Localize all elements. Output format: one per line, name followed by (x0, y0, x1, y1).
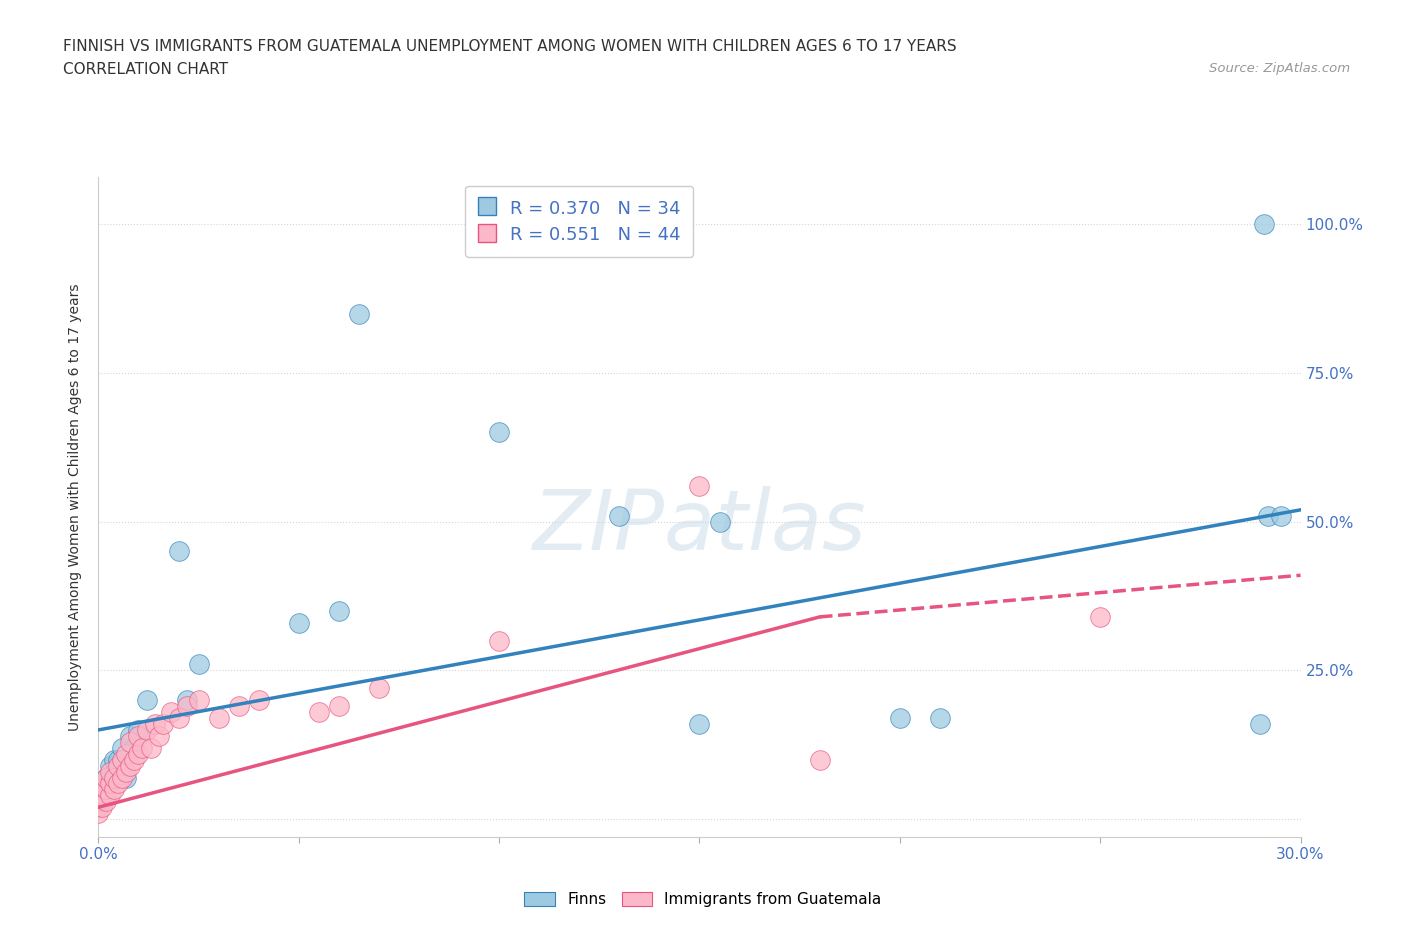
Point (368, 681, 391, 696)
Point (889, 711, 911, 725)
Point (689, 716, 711, 731)
Point (148, 728, 170, 743)
Point (208, 711, 231, 725)
Point (87, 805, 110, 820)
Point (328, 698, 350, 713)
Point (128, 723, 150, 737)
Point (87, 788, 110, 803)
Point (328, 604, 350, 618)
Point (103, 782, 125, 797)
Point (1250, 716, 1272, 731)
Point (91, 788, 114, 803)
Point (96, 770, 118, 785)
Point (87, 794, 110, 809)
Point (167, 544, 190, 559)
Point (87, 800, 110, 815)
Point (100, 788, 122, 803)
Point (100, 764, 122, 779)
Point (176, 698, 198, 713)
Point (124, 752, 146, 767)
Point (159, 705, 181, 720)
Point (115, 770, 138, 785)
Point (111, 752, 134, 767)
Point (347, 306, 370, 321)
Point (808, 752, 831, 767)
Point (308, 705, 330, 720)
Point (107, 752, 129, 767)
Point (100, 776, 122, 790)
Point (709, 514, 731, 529)
Point (131, 740, 153, 755)
Text: ZIPatlas: ZIPatlas (533, 486, 866, 567)
Point (111, 770, 134, 785)
Point (135, 723, 157, 737)
Point (135, 693, 157, 708)
Point (91, 782, 114, 797)
Point (103, 770, 125, 785)
Point (176, 693, 198, 708)
Point (100, 776, 122, 790)
Point (111, 740, 134, 755)
Point (167, 711, 190, 725)
Point (107, 776, 129, 790)
Point (91, 800, 114, 815)
Point (143, 716, 166, 731)
Point (139, 740, 162, 755)
Point (1088, 609, 1111, 624)
Y-axis label: Unemployment Among Women with Children Ages 6 to 17 years: Unemployment Among Women with Children A… (69, 283, 83, 731)
Point (152, 716, 174, 731)
Point (128, 728, 150, 743)
Point (91, 794, 114, 809)
Point (115, 764, 138, 779)
Point (87, 776, 110, 790)
Text: Source: ZipAtlas.com: Source: ZipAtlas.com (1209, 62, 1350, 75)
Point (103, 752, 125, 767)
Legend: R = 0.370   N = 34, R = 0.551   N = 44: R = 0.370 N = 34, R = 0.551 N = 44 (465, 186, 693, 257)
Point (609, 509, 631, 524)
Text: CORRELATION CHART: CORRELATION CHART (63, 62, 228, 77)
Text: FINNISH VS IMMIGRANTS FROM GUATEMALA UNEMPLOYMENT AMONG WOMEN WITH CHILDREN AGES: FINNISH VS IMMIGRANTS FROM GUATEMALA UNE… (63, 39, 957, 54)
Point (96, 788, 118, 803)
Point (488, 633, 510, 648)
Point (96, 794, 118, 809)
Point (1270, 509, 1292, 524)
Point (103, 764, 125, 779)
Point (115, 746, 138, 761)
Point (120, 735, 142, 750)
Point (87, 782, 110, 797)
Point (107, 758, 129, 773)
Point (1257, 509, 1279, 524)
Point (100, 758, 122, 773)
Point (120, 758, 142, 773)
Point (120, 728, 142, 743)
Point (228, 698, 250, 713)
Point (288, 616, 311, 631)
Point (1253, 217, 1275, 232)
Point (247, 693, 270, 708)
Point (689, 479, 711, 494)
Legend: Finns, Immigrants from Guatemala: Finns, Immigrants from Guatemala (517, 884, 889, 915)
Point (187, 658, 209, 672)
Point (488, 425, 510, 440)
Point (124, 740, 146, 755)
Point (187, 693, 209, 708)
Point (96, 770, 118, 785)
Point (128, 746, 150, 761)
Point (929, 711, 952, 725)
Point (96, 782, 118, 797)
